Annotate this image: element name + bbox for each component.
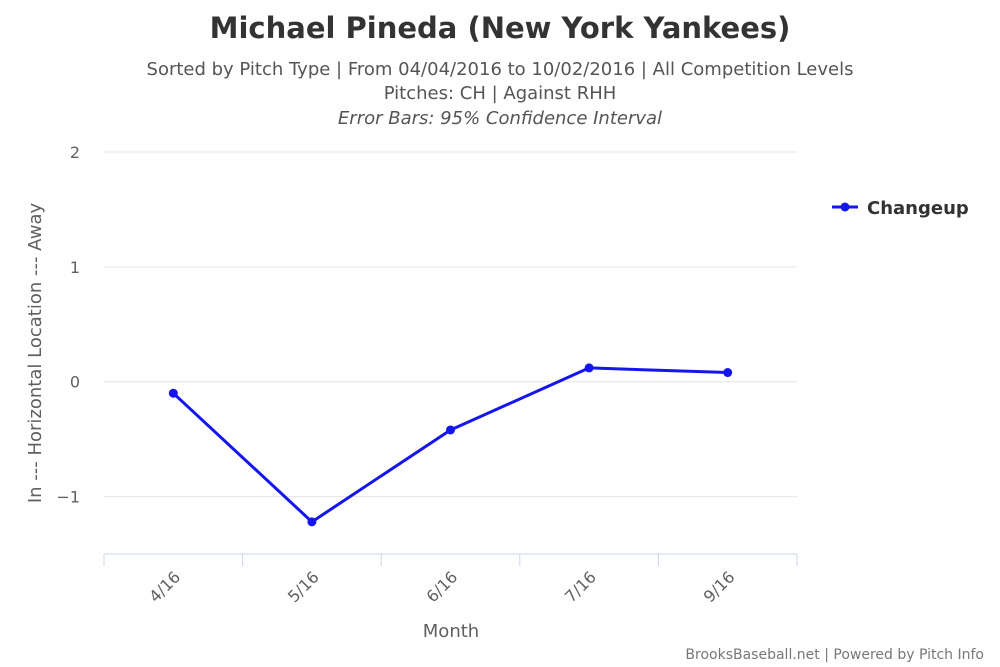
grid <box>104 151 797 498</box>
x-tick-label: 5/16 <box>284 567 323 606</box>
x-tick-label: 7/16 <box>561 567 600 606</box>
legend[interactable]: Changeup <box>832 198 969 219</box>
x-tick-label: 9/16 <box>700 567 739 606</box>
x-axis: 4/16 5/16 6/16 7/16 9/16 <box>103 553 798 606</box>
series-line <box>171 366 730 524</box>
legend-item-changeup[interactable]: Changeup <box>867 198 969 219</box>
series-layer <box>168 363 733 527</box>
y-tick-label: 1 <box>70 258 80 277</box>
y-axis-ticks: −1 0 1 2 <box>56 143 80 507</box>
chart-subtitle-line-3: Error Bars: 95% Confidence Interval <box>338 108 662 129</box>
legend-dot-marker <box>840 202 850 212</box>
y-tick-label: −1 <box>56 488 80 507</box>
chart-subtitle-line-1: Sorted by Pitch Type | From 04/04/2016 t… <box>147 59 854 80</box>
credits[interactable]: BrooksBaseball.net | Powered by Pitch In… <box>685 647 984 663</box>
data-point <box>584 363 594 373</box>
y-tick-label: 0 <box>70 373 80 392</box>
data-point <box>307 517 317 527</box>
data-point <box>168 388 178 398</box>
x-tick-label: 4/16 <box>145 567 184 606</box>
chart-subtitle-line-2: Pitches: CH | Against RHH <box>384 83 617 104</box>
x-axis-title: Month <box>423 621 479 642</box>
y-axis-title: In --- Horizontal Location --- Away <box>25 202 46 503</box>
data-point <box>723 368 733 378</box>
chart-title: Michael Pineda (New York Yankees) <box>210 11 791 45</box>
data-point <box>446 425 455 435</box>
y-tick-label: 2 <box>70 143 80 162</box>
x-tick-label: 6/16 <box>422 567 461 606</box>
